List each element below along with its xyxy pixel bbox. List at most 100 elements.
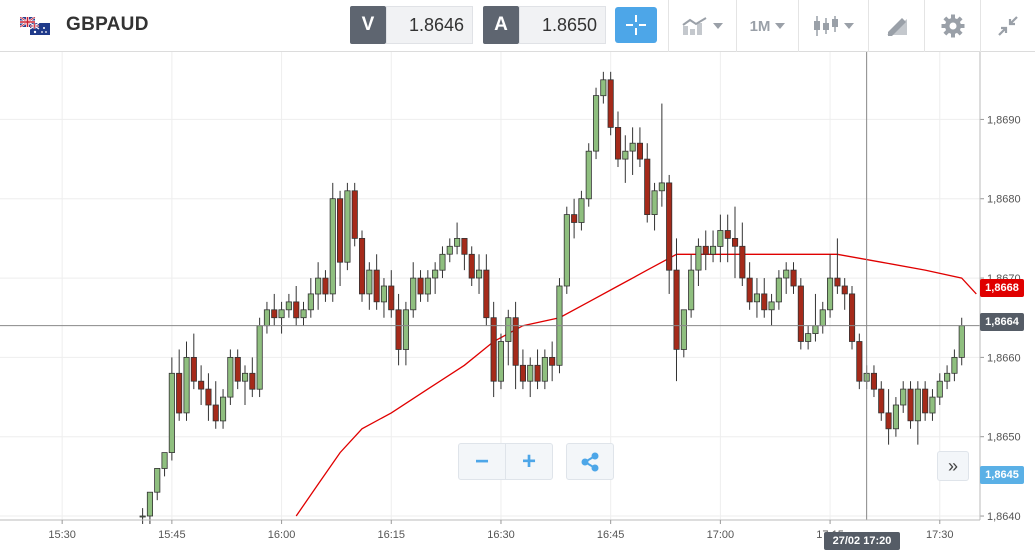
- buy-label[interactable]: A: [483, 6, 519, 44]
- candle-up: [542, 349, 547, 389]
- candle-body: [652, 191, 657, 215]
- candle-body: [367, 270, 372, 294]
- candle-body: [396, 310, 401, 350]
- candle-up: [447, 238, 452, 262]
- candle-body: [718, 231, 723, 247]
- candle-up: [425, 270, 430, 302]
- candle-up: [915, 381, 920, 444]
- candle-body: [279, 310, 284, 318]
- candle-body: [937, 381, 942, 397]
- candle-body: [710, 246, 715, 254]
- candle-up: [147, 492, 152, 524]
- y-tick-label: 1,8650: [987, 432, 1021, 444]
- candle-body: [572, 215, 577, 223]
- candle-up: [440, 246, 445, 278]
- timeframe-selector[interactable]: 1M: [736, 0, 798, 52]
- drawing-tools-button[interactable]: [868, 0, 924, 52]
- candle-body: [323, 278, 328, 294]
- candle-body: [235, 357, 240, 381]
- candle-down: [389, 270, 394, 318]
- candle-body: [169, 373, 174, 452]
- candle-body: [776, 278, 781, 302]
- candle-body: [455, 238, 460, 246]
- zoom-in-button[interactable]: +: [506, 444, 552, 479]
- candle-up: [162, 453, 167, 477]
- candle-body: [498, 342, 503, 382]
- candle-up: [455, 223, 460, 255]
- ma-price-tag: 1,8668: [980, 279, 1024, 297]
- candle-body: [476, 270, 481, 278]
- candle-body: [623, 151, 628, 159]
- candle-body: [528, 365, 533, 381]
- candle-up: [316, 262, 321, 310]
- candle-body: [696, 246, 701, 270]
- candle-down: [469, 246, 474, 286]
- candle-up: [579, 191, 584, 231]
- x-tick-label: 17:00: [707, 529, 735, 541]
- candle-body: [250, 373, 255, 389]
- candle-up: [601, 72, 606, 104]
- candle-up: [776, 270, 781, 310]
- candle-down: [513, 302, 518, 389]
- candle-down: [857, 334, 862, 390]
- candle-body: [491, 318, 496, 382]
- sell-price[interactable]: 1.8646: [386, 6, 473, 44]
- candle-up: [952, 349, 957, 381]
- candle-up: [286, 294, 291, 318]
- candle-body: [352, 191, 357, 239]
- candle-body: [827, 278, 832, 310]
- candle-body: [433, 270, 438, 278]
- crosshair-button[interactable]: [615, 7, 657, 43]
- candle-down: [725, 215, 730, 263]
- candle-body: [308, 294, 313, 310]
- candle-down: [740, 223, 745, 286]
- candle-down: [462, 238, 467, 270]
- candle-down: [294, 286, 299, 326]
- zoom-out-button[interactable]: −: [459, 444, 506, 479]
- chart-type-button[interactable]: [798, 0, 868, 52]
- candle-body: [769, 302, 774, 310]
- candle-body: [337, 199, 342, 263]
- scroll-right-button[interactable]: »: [937, 451, 969, 481]
- candle-body: [381, 286, 386, 302]
- candle-down: [177, 349, 182, 420]
- candle-up: [169, 357, 174, 460]
- candle-body: [462, 238, 467, 254]
- candle-body: [630, 143, 635, 151]
- sell-label[interactable]: V: [350, 6, 386, 44]
- compress-button[interactable]: [980, 0, 1035, 52]
- candlestick-type-icon: [813, 15, 839, 37]
- chevron-down-icon: [713, 23, 723, 29]
- candle-down: [250, 357, 255, 397]
- candle-up: [220, 389, 225, 429]
- share-button[interactable]: [566, 443, 614, 480]
- indicators-button[interactable]: [668, 0, 736, 52]
- candle-down: [703, 230, 708, 270]
- chevron-down-icon: [775, 23, 785, 29]
- candle-down: [667, 175, 672, 294]
- y-tick-label: 1,8690: [987, 114, 1021, 126]
- candle-up: [498, 334, 503, 390]
- candle-up: [433, 262, 438, 294]
- candle-body: [667, 183, 672, 270]
- candle-body: [725, 231, 730, 239]
- candle-up: [820, 302, 825, 334]
- candle-up: [242, 365, 247, 405]
- buy-price[interactable]: 1.8650: [519, 6, 606, 44]
- candle-body: [411, 278, 416, 310]
- candle-up: [813, 294, 818, 342]
- candle-up: [630, 127, 635, 175]
- candle-body: [140, 516, 145, 517]
- candle-down: [572, 199, 577, 239]
- candle-up: [696, 238, 701, 286]
- settings-button[interactable]: [924, 0, 980, 52]
- candle-down: [762, 278, 767, 318]
- candle-down: [235, 349, 240, 389]
- symbol-title: GBPAUD: [66, 14, 149, 36]
- candle-body: [952, 357, 957, 373]
- candle-body: [564, 215, 569, 286]
- candle-up: [140, 508, 145, 524]
- x-tick-label: 16:45: [597, 529, 625, 541]
- candle-down: [835, 238, 840, 294]
- candle-down: [323, 270, 328, 302]
